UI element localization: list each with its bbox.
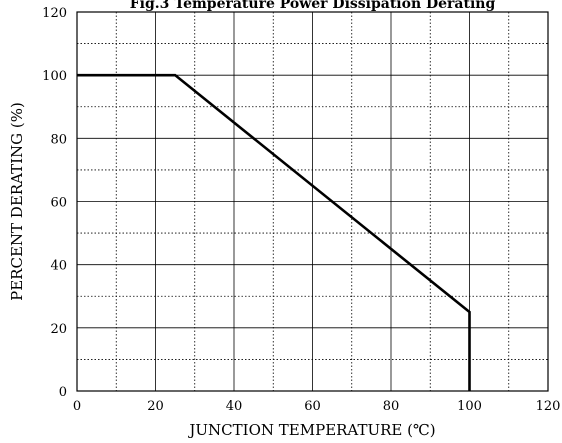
y-tick-label: 20 [50, 322, 67, 337]
derating-curve [77, 73, 471, 391]
x-tick-label: 100 [457, 399, 482, 414]
x-axis-label: JUNCTION TEMPERATURE (℃) [187, 421, 435, 439]
x-tick-label: 0 [73, 399, 81, 414]
plot-frame [76, 11, 549, 392]
chart-title: Fig.3 Temperature Power Dissipation Dera… [130, 0, 496, 12]
x-tick-label: 40 [226, 399, 243, 414]
x-tick-label: 60 [304, 399, 321, 414]
y-tick-label: 100 [42, 69, 67, 84]
y-tick-labels: 0 20 40 60 80 100 120 [42, 6, 67, 400]
y-tick-label: 80 [50, 132, 67, 147]
y-axis-label: PERCENT DERATING (%) [8, 102, 26, 301]
y-tick-label: 60 [50, 196, 67, 211]
y-tick-label: 120 [42, 6, 67, 21]
grid-lines [77, 12, 548, 391]
x-tick-label: 120 [536, 399, 561, 414]
x-tick-label: 20 [147, 399, 164, 414]
y-tick-label: 0 [59, 385, 67, 400]
y-tick-label: 40 [50, 259, 67, 274]
x-tick-label: 80 [383, 399, 400, 414]
x-tick-labels: 0 20 40 60 80 100 120 [73, 399, 561, 414]
